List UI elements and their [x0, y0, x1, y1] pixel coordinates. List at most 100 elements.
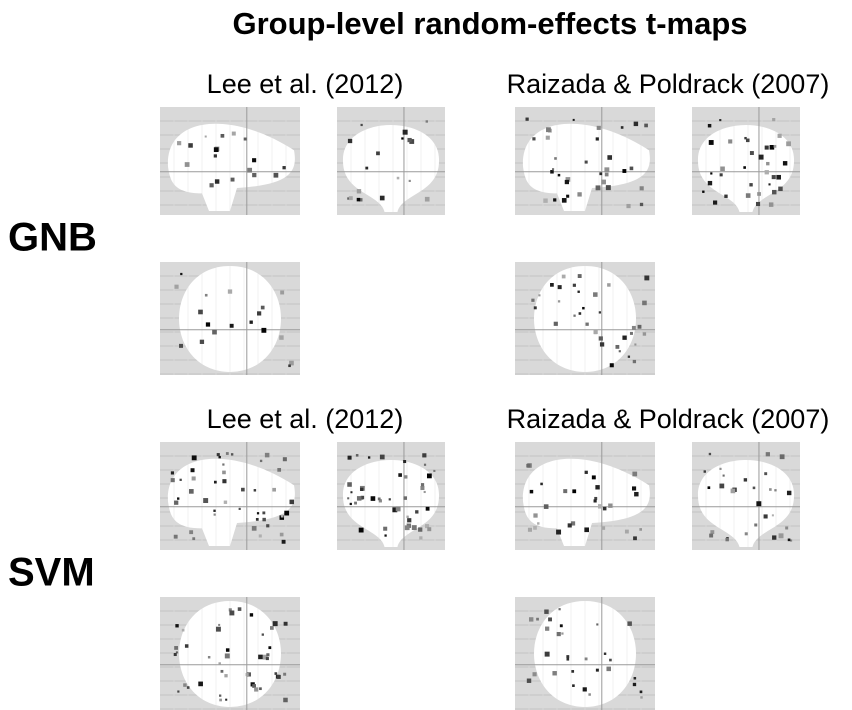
- activation: [214, 514, 216, 516]
- activation: [396, 507, 401, 512]
- activation: [262, 511, 265, 514]
- activation: [770, 145, 775, 150]
- activation: [764, 514, 768, 518]
- activation: [731, 489, 736, 494]
- activation: [599, 172, 602, 175]
- activation: [543, 198, 547, 202]
- activation: [764, 472, 767, 475]
- activation: [780, 454, 785, 459]
- activation: [284, 622, 288, 626]
- activation: [603, 507, 607, 511]
- activation: [774, 145, 777, 148]
- activation: [259, 687, 262, 690]
- activation: [419, 536, 422, 539]
- activation: [772, 175, 776, 179]
- activation: [526, 464, 530, 468]
- activation: [607, 283, 610, 286]
- activation: [596, 623, 598, 625]
- activation: [608, 503, 612, 507]
- activation: [584, 527, 589, 532]
- activation: [708, 486, 711, 489]
- activation: [185, 162, 190, 167]
- activation: [180, 273, 182, 275]
- activation: [528, 528, 532, 532]
- activation: [421, 483, 424, 486]
- activation: [189, 489, 194, 494]
- activation: [605, 173, 609, 177]
- activation: [187, 686, 190, 689]
- activation: [787, 491, 791, 495]
- activation: [224, 501, 227, 504]
- activation: [745, 532, 748, 535]
- activation: [619, 350, 621, 352]
- activation: [284, 511, 289, 516]
- figure: Group-level random-effects t-maps Lee et…: [0, 0, 852, 710]
- activation: [625, 530, 629, 534]
- activation: [232, 132, 236, 136]
- activation: [254, 687, 258, 691]
- activation: [545, 627, 549, 631]
- activation: [713, 200, 717, 204]
- activation: [756, 202, 760, 206]
- activation: [573, 315, 575, 317]
- activation: [630, 332, 633, 335]
- activation: [633, 683, 636, 686]
- activation: [606, 185, 611, 190]
- activation: [280, 533, 284, 537]
- column-heading: Raizada & Poldrack (2007): [507, 69, 830, 99]
- activation: [786, 141, 791, 146]
- activation: [252, 684, 256, 688]
- activation: [709, 140, 714, 145]
- activation: [274, 173, 279, 178]
- activation: [774, 489, 776, 491]
- activation: [639, 528, 642, 531]
- activation: [744, 478, 747, 481]
- activation: [171, 478, 175, 482]
- activation: [595, 485, 599, 489]
- activation: [415, 510, 418, 513]
- activation: [606, 667, 611, 672]
- activation: [403, 496, 407, 500]
- activation: [426, 120, 428, 122]
- activation: [177, 690, 179, 692]
- activation: [380, 455, 385, 460]
- activation: [556, 530, 561, 535]
- activation: [602, 526, 605, 529]
- activation: [230, 324, 234, 328]
- activation: [562, 275, 566, 279]
- activation: [198, 310, 203, 315]
- activation: [426, 507, 430, 511]
- activation: [174, 646, 178, 650]
- activation: [398, 473, 402, 477]
- activation: [238, 607, 242, 611]
- activation: [221, 670, 224, 673]
- activation: [266, 657, 269, 660]
- activation: [621, 126, 624, 129]
- activation: [357, 496, 362, 501]
- activation: [604, 167, 609, 172]
- activation: [422, 453, 426, 457]
- activation: [769, 488, 772, 491]
- activation: [408, 138, 412, 142]
- activation: [599, 311, 601, 313]
- activation: [216, 627, 221, 632]
- activation: [256, 518, 259, 521]
- activation: [634, 343, 636, 345]
- activation: [778, 134, 782, 138]
- activation: [347, 497, 349, 499]
- activation: [640, 696, 642, 698]
- activation: [228, 289, 232, 293]
- activation: [350, 491, 352, 493]
- activation: [380, 196, 385, 201]
- glass-brain: [160, 262, 300, 375]
- glass-brain: [692, 442, 800, 550]
- activation: [384, 534, 386, 536]
- activation: [389, 498, 391, 500]
- activation: [218, 662, 220, 664]
- activation: [546, 136, 550, 140]
- activation: [185, 644, 189, 648]
- activation: [283, 698, 288, 703]
- activation: [561, 632, 563, 634]
- activation: [280, 291, 284, 295]
- activation: [405, 525, 410, 530]
